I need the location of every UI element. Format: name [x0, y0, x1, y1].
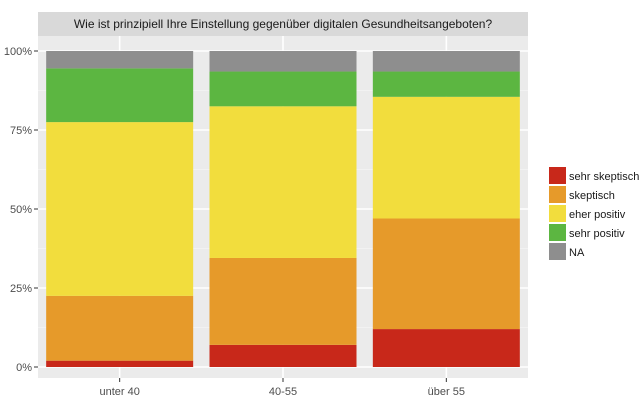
- bar-segment-sehr-skeptisch: 40-55 – sehr skeptisch: 7%: [209, 344, 357, 367]
- y-tick-label: 75%: [10, 125, 32, 137]
- bar-segment-na: 40-55 – NA: 7%: [209, 51, 357, 72]
- legend-swatch: [549, 243, 566, 260]
- bar-segment-na: über 55 – NA: 7%: [372, 51, 520, 72]
- bar-segment-sehr-positiv: über 55 – sehr positiv: 8%: [372, 71, 520, 97]
- bar-segment-sehr-skeptisch: über 55 – sehr skeptisch: 12%: [372, 329, 520, 367]
- x-tick-label: unter 40: [99, 386, 139, 398]
- legend-swatch: [549, 186, 566, 203]
- x-axis: unter 40 40-55 über 55: [99, 378, 465, 398]
- legend-label: eher positiv: [569, 209, 626, 221]
- legend-label: sehr skeptisch: [569, 171, 639, 183]
- title-strip: [38, 12, 528, 36]
- y-tick-label: 100%: [4, 46, 32, 58]
- bar-segment-sehr-positiv: unter 40 – sehr positiv: 17%: [46, 68, 194, 123]
- chart-title: Wie ist prinzipiell Ihre Einstellung geg…: [74, 17, 493, 31]
- y-axis: 0% 25% 50% 75% 100%: [4, 46, 38, 374]
- bar-segment-skeptisch: über 55 – skeptisch: 35%: [372, 218, 520, 330]
- bar-segment-sehr-positiv: 40-55 – sehr positiv: 11%: [209, 71, 357, 107]
- bar-segment-eher-positiv: unter 40 – eher positiv: 55%: [46, 122, 194, 296]
- bar-segment-sehr-skeptisch: unter 40 – sehr skeptisch: 2%: [46, 360, 194, 367]
- legend-label: NA: [569, 247, 585, 259]
- bar-segment-na: unter 40 – NA: 6%: [46, 51, 194, 69]
- y-tick-label: 0%: [16, 362, 32, 374]
- bars-group: unter 40 – sehr skeptisch: 2%unter 40 – …: [46, 51, 520, 367]
- legend: sehr skeptisch skeptisch eher positiv sehr …: [549, 167, 639, 260]
- legend-swatch: [549, 224, 566, 241]
- legend-label: skeptisch: [569, 190, 615, 202]
- x-tick-label: über 55: [428, 386, 465, 398]
- legend-swatch: [549, 205, 566, 222]
- legend-label: sehr positiv: [569, 228, 625, 240]
- y-tick-label: 50%: [10, 204, 32, 216]
- legend-swatch: [549, 167, 566, 184]
- bar-segment-eher-positiv: über 55 – eher positiv: 39%: [372, 96, 520, 219]
- bar-segment-eher-positiv: 40-55 – eher positiv: 48%: [209, 106, 357, 258]
- bar-segment-skeptisch: unter 40 – skeptisch: 21%: [46, 295, 194, 361]
- y-tick-label: 25%: [10, 283, 32, 295]
- x-tick-label: 40-55: [269, 386, 297, 398]
- bar-segment-skeptisch: 40-55 – skeptisch: 28%: [209, 257, 357, 345]
